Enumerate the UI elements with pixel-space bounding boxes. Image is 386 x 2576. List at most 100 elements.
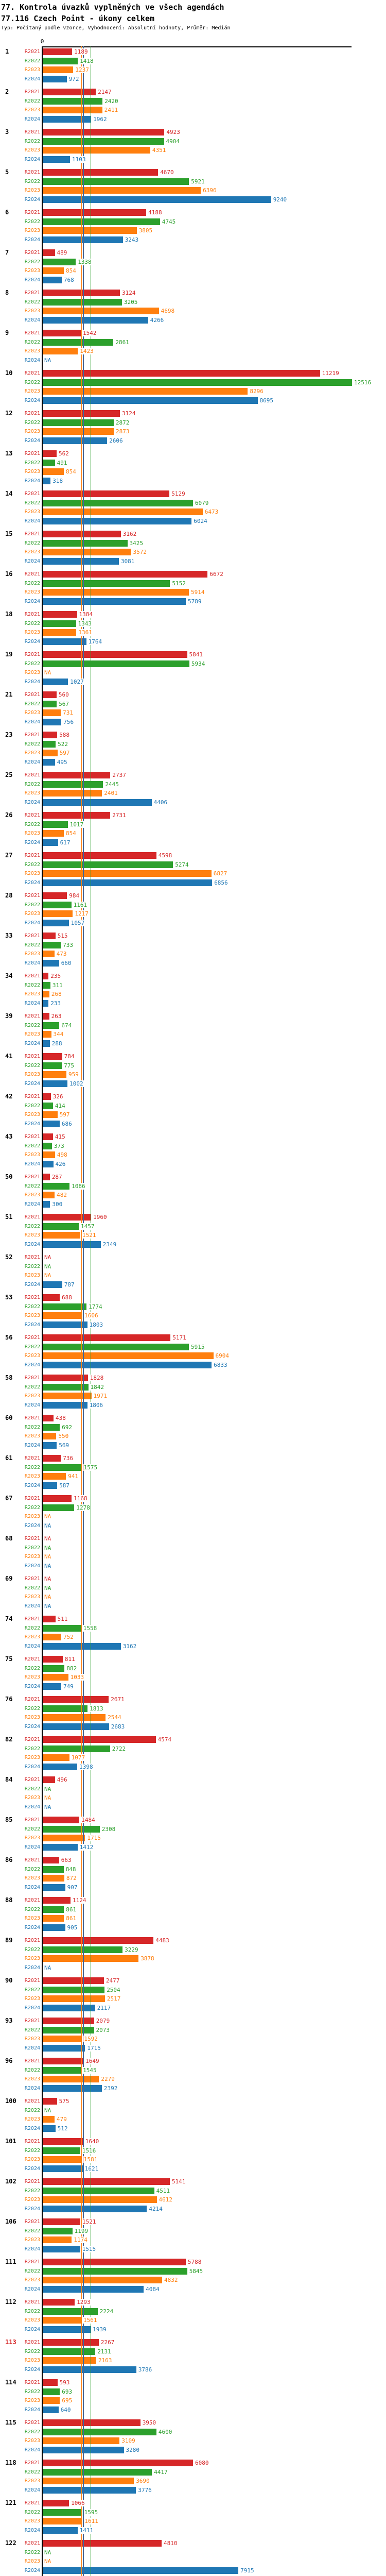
series-label-r2023: R2023 xyxy=(24,67,40,73)
series-label-r2022: R2022 xyxy=(24,540,40,546)
bar-value-label: 1764 xyxy=(87,638,103,645)
series-label-r2021: R2021 xyxy=(24,170,40,175)
bar-value-label: 1649 xyxy=(85,2058,100,2064)
series-label-r2024: R2024 xyxy=(24,679,40,685)
bar-r2023 xyxy=(43,1674,68,1681)
series-label-r2024: R2024 xyxy=(24,2246,40,2252)
bar-value-label: 4598 xyxy=(157,852,173,859)
bar-value-label: 3786 xyxy=(137,2366,153,2373)
bar-r2023 xyxy=(43,2196,157,2203)
series-label-r2022: R2022 xyxy=(24,2147,40,2154)
bar-r2021 xyxy=(43,1616,56,1622)
bar-r2022 xyxy=(43,2509,82,2516)
bar-value-label: 2504 xyxy=(106,1986,121,1993)
bar-value-label: 512 xyxy=(57,2125,68,2132)
bar-value-label: 1411 xyxy=(79,2527,94,2534)
bar-value-label: 1033 xyxy=(69,1674,85,1681)
bar-r2022 xyxy=(43,1946,123,1953)
series-label-r2024: R2024 xyxy=(24,2286,40,2292)
series-label-r2021: R2021 xyxy=(24,692,40,698)
series-label-r2022: R2022 xyxy=(24,1545,40,1551)
bar-value-label: 1418 xyxy=(79,57,94,64)
series-label-r2021: R2021 xyxy=(24,2058,40,2064)
median-line-r2024 xyxy=(83,46,84,2576)
series-label-r2022: R2022 xyxy=(24,1625,40,1631)
series-label-r2023: R2023 xyxy=(24,348,40,354)
bar-value-label: 3081 xyxy=(120,557,135,565)
bar-r2024 xyxy=(43,2527,78,2534)
series-label-r2021: R2021 xyxy=(24,2540,40,2546)
na-value-label: NA xyxy=(44,1562,51,1569)
bar-value-label: 1343 xyxy=(77,620,92,627)
series-label-r2023: R2023 xyxy=(24,1715,40,1720)
bar-r2021 xyxy=(43,2218,80,2225)
bar-value-label: 5129 xyxy=(171,490,186,497)
bar-r2023 xyxy=(43,629,77,636)
series-label-r2024: R2024 xyxy=(24,2447,40,2453)
bar-r2023 xyxy=(43,589,189,596)
bar-value-label: 597 xyxy=(59,750,71,756)
series-label-r2022: R2022 xyxy=(24,982,40,988)
bar-r2021 xyxy=(43,1174,50,1180)
bar-value-label: 8296 xyxy=(249,388,264,395)
bar-value-label: 731 xyxy=(62,709,74,716)
series-label-r2022: R2022 xyxy=(24,1946,40,1953)
series-label-r2023: R2023 xyxy=(24,147,40,153)
bar-r2022 xyxy=(43,2187,154,2194)
bar-value-label: 6079 xyxy=(194,499,209,506)
series-label-r2022: R2022 xyxy=(24,1344,40,1350)
bar-r2024 xyxy=(43,115,92,123)
group-label: 1 xyxy=(5,48,9,55)
bar-r2022 xyxy=(43,740,56,748)
series-label-r2023: R2023 xyxy=(24,228,40,233)
bar-value-label: 749 xyxy=(63,1683,74,1690)
bar-value-label: 473 xyxy=(56,951,67,957)
series-label-r2022: R2022 xyxy=(24,942,40,948)
series-label-r2024: R2024 xyxy=(24,2125,40,2131)
bar-r2024 xyxy=(43,2044,85,2052)
series-label-r2024: R2024 xyxy=(24,1844,40,1850)
bar-r2023 xyxy=(43,1473,66,1480)
bar-r2022 xyxy=(43,781,103,788)
bar-r2022 xyxy=(43,1062,62,1069)
series-label-r2023: R2023 xyxy=(24,1112,40,1117)
bar-r2024 xyxy=(43,2004,95,2011)
bar-value-label: 489 xyxy=(56,249,68,256)
series-label-r2023: R2023 xyxy=(24,1192,40,1198)
bar-value-label: 2073 xyxy=(95,2026,110,2033)
series-label-r2021: R2021 xyxy=(24,2380,40,2385)
series-label-r2022: R2022 xyxy=(24,2027,40,2033)
na-value-label: NA xyxy=(44,1513,51,1520)
series-label-r2024: R2024 xyxy=(24,437,40,444)
series-label-r2021: R2021 xyxy=(24,1857,40,1863)
series-label-r2023: R2023 xyxy=(24,1313,40,1318)
series-label-r2023: R2023 xyxy=(24,2076,40,2082)
bar-value-label: 3124 xyxy=(121,290,136,296)
bar-r2024 xyxy=(43,2486,136,2494)
bar-r2021 xyxy=(43,1415,54,1421)
series-label-r2021: R2021 xyxy=(24,1737,40,1742)
series-label-r2023: R2023 xyxy=(24,2558,40,2564)
bar-value-label: 4417 xyxy=(153,2468,168,2476)
series-label-r2022: R2022 xyxy=(24,781,40,787)
series-label-r2022: R2022 xyxy=(24,2107,40,2113)
bar-r2022 xyxy=(43,218,160,225)
series-label-r2022: R2022 xyxy=(24,2549,40,2555)
bar-r2024 xyxy=(43,1321,87,1328)
series-label-r2021: R2021 xyxy=(24,571,40,577)
bar-r2022 xyxy=(43,298,122,306)
bar-value-label: 1237 xyxy=(75,66,90,73)
series-label-r2021: R2021 xyxy=(24,2299,40,2305)
bar-value-label: 426 xyxy=(55,1160,66,1167)
series-label-r2021: R2021 xyxy=(24,1938,40,1943)
series-label-r2024: R2024 xyxy=(24,2406,40,2413)
bar-value-label: 6080 xyxy=(195,2460,209,2466)
series-label-r2024: R2024 xyxy=(24,960,40,966)
bar-value-label: 1611 xyxy=(84,2518,99,2524)
series-label-r2022: R2022 xyxy=(24,2067,40,2073)
series-label-r2021: R2021 xyxy=(24,933,40,939)
bar-value-label: 872 xyxy=(65,1875,77,1882)
series-label-r2024: R2024 xyxy=(24,558,40,564)
series-label-r2024: R2024 xyxy=(24,277,40,283)
